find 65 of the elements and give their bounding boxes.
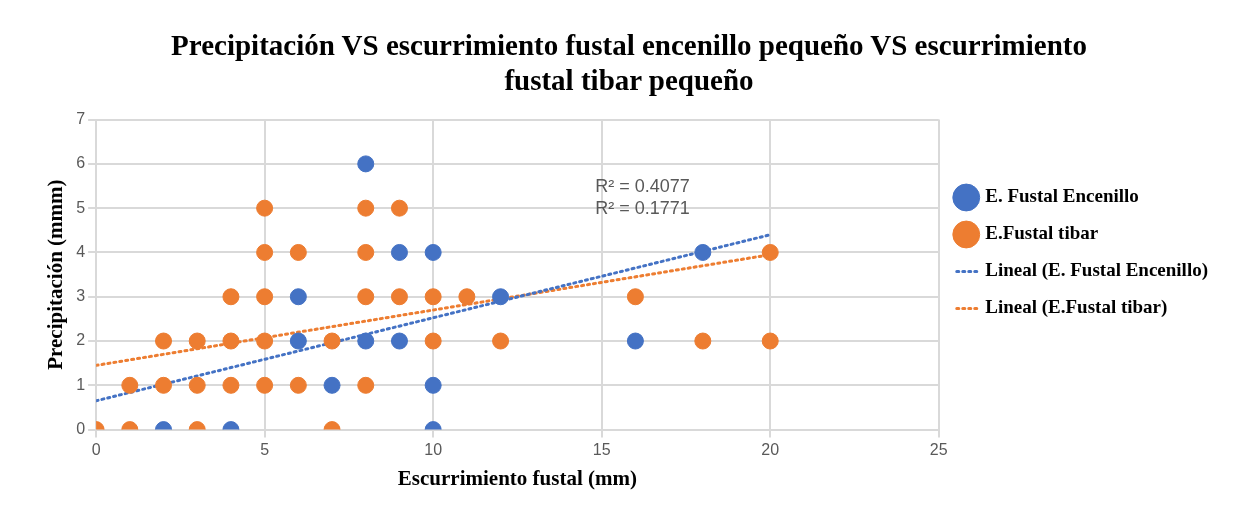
x-tick-label: 10 [424, 440, 443, 458]
point [761, 332, 779, 350]
point [289, 243, 307, 261]
y-tick-label: 4 [76, 242, 86, 260]
point [492, 288, 510, 306]
point [424, 376, 442, 394]
point [626, 332, 644, 350]
point [357, 288, 375, 306]
x-axis-title: Escurrimiento fustal (mm) [397, 465, 637, 490]
chart-title: Precipitación VS escurrimiento fustal encenillo pequeño VS escurrimiento fustal tibar pequeño [171, 28, 1087, 96]
x-tick-label: 5 [260, 440, 270, 458]
point [188, 332, 206, 350]
point [424, 332, 442, 350]
x-tick-label: 0 [91, 440, 101, 458]
point [357, 243, 375, 261]
y-tick-label: 5 [76, 198, 86, 216]
point [289, 376, 307, 394]
point [121, 376, 139, 394]
point [357, 155, 375, 173]
point [256, 288, 274, 306]
y-tick-label: 1 [76, 375, 86, 393]
point [323, 332, 341, 350]
point [761, 243, 779, 261]
x-tick-label: 15 [592, 440, 611, 458]
y-tick-label: 0 [76, 420, 86, 438]
x-tick-label: 25 [929, 440, 948, 458]
point [458, 288, 476, 306]
point [222, 376, 240, 394]
point [222, 332, 240, 350]
point [357, 332, 375, 350]
point [390, 288, 408, 306]
point [256, 199, 274, 217]
point [390, 332, 408, 350]
legend-label: Lineal (E.Fustal tibar) [985, 296, 1168, 319]
point [357, 199, 375, 217]
point [492, 332, 510, 350]
legend-label: Lineal (E. Fustal Encenillo) [985, 259, 1209, 282]
point [222, 288, 240, 306]
point [188, 376, 206, 394]
legend-label: E.Fustal tibar [985, 222, 1099, 244]
point [256, 376, 274, 394]
point [424, 288, 442, 306]
y-tick-label: 3 [76, 287, 86, 305]
point [155, 376, 173, 394]
point [694, 243, 712, 261]
point [323, 376, 341, 394]
y-tick-label: 6 [76, 154, 86, 172]
point [390, 243, 408, 261]
x-tick-label: 20 [761, 440, 780, 458]
point [424, 243, 442, 261]
y-tick-label: 7 [76, 110, 86, 128]
point [256, 243, 274, 261]
annotation: R² = 0.4077 [595, 175, 690, 196]
point [694, 332, 712, 350]
point [256, 332, 274, 350]
y-axis-title: Precipitación (mmm) [43, 179, 68, 370]
point [289, 332, 307, 350]
legend-label: E. Fustal Encenillo [985, 185, 1139, 207]
point [626, 288, 644, 306]
point [357, 376, 375, 394]
y-tick-label: 2 [76, 331, 86, 349]
point [289, 288, 307, 306]
point [390, 199, 408, 217]
point [155, 332, 173, 350]
annotation: R² = 0.1771 [595, 197, 690, 218]
